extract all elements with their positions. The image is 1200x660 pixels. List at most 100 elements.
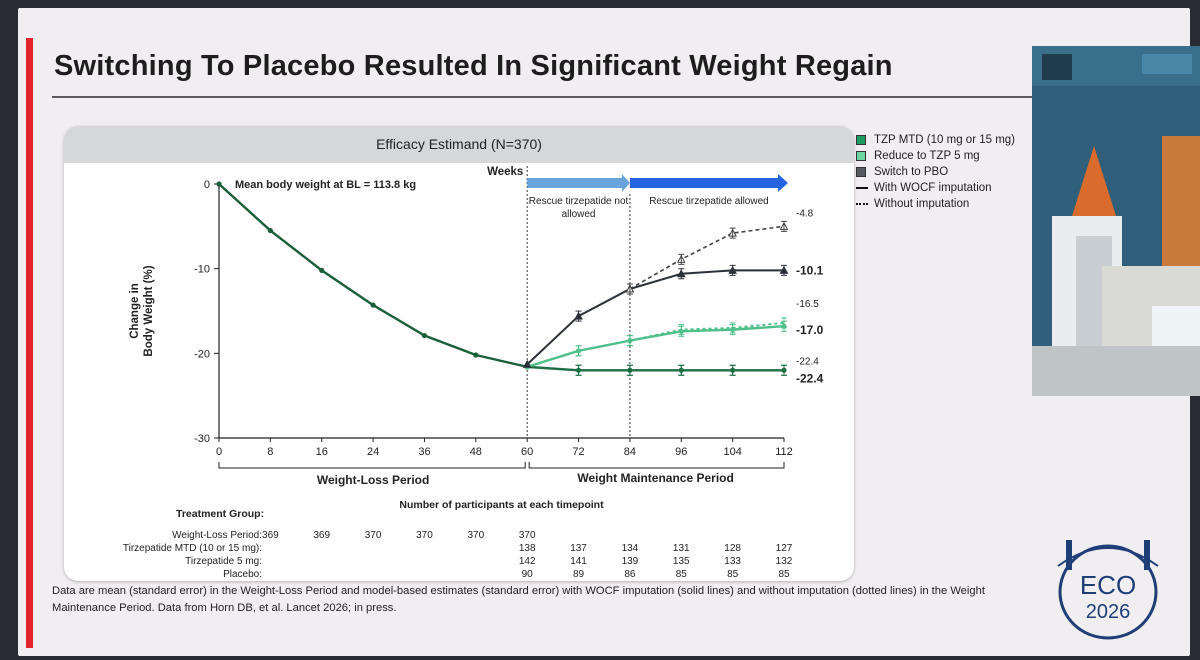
logo-year-text: 2026 — [1086, 601, 1131, 623]
legend-line-solid — [856, 187, 868, 189]
legend-label: Reduce to TZP 5 mg — [874, 150, 980, 162]
x-tick-label: 60 — [521, 446, 533, 458]
end-label-reduce_dotted: -16.5 — [796, 299, 819, 310]
treatment-group-label: Treatment Group: — [176, 508, 264, 520]
rescue-allowed-arrow — [629, 174, 788, 192]
data-point-weight_loss — [473, 352, 479, 358]
legend-item: With WOCF imputation — [856, 180, 1046, 196]
data-point-weight_loss — [370, 302, 376, 308]
logo-eco-text: ECO — [1080, 570, 1136, 600]
presentation-slide: Switching To Placebo Resulted In Signifi… — [18, 8, 1190, 656]
end-label-pbo_dotted: -4.8 — [796, 208, 814, 219]
participants-count: 90 — [522, 569, 534, 580]
end-label-mtd: -22.4 — [796, 371, 824, 385]
y-tick-label: -10 — [194, 264, 210, 276]
series-line-reduce — [526, 325, 785, 369]
x-tick-label: 72 — [572, 446, 584, 458]
weight-change-chart: 0 -10 -20 -30 0 8 16 24 36 48 60 72 84 96 104 112 Change… — [123, 166, 824, 580]
participants-count: 127 — [776, 543, 793, 554]
end-label-mtd_dotted: -22.4 — [796, 356, 819, 367]
participants-count: 369 — [313, 530, 330, 541]
x-tick-label: 36 — [418, 446, 430, 458]
title-divider — [52, 96, 1046, 98]
participants-count: 85 — [676, 569, 688, 580]
series-line-weight_loss — [218, 183, 528, 369]
x-tick-label: 104 — [723, 446, 741, 458]
x-tick-label: 16 — [316, 446, 328, 458]
rescue-allowed-label: Rescue tirzepatide allowed — [649, 196, 769, 207]
x-tick-label: 96 — [675, 446, 687, 458]
chart-panel: Efficacy Estimand (N=370) 0 -10 -20 -30 0 8 16… — [64, 126, 854, 581]
participants-count: 142 — [519, 556, 536, 567]
legend-item: Reduce to TZP 5 mg — [856, 148, 1046, 164]
participants-count: 128 — [724, 543, 741, 554]
legend-label: Switch to PBO — [874, 166, 949, 178]
footnote: Data are mean (standard error) in the We… — [52, 585, 985, 614]
x-tick-label: 8 — [267, 446, 273, 458]
participants-row-label: Placebo: — [223, 569, 262, 580]
participants-count: 85 — [727, 569, 739, 580]
maintenance-bracket — [528, 462, 785, 469]
participants-row-label: Tirzepatide MTD (10 or 15 mg): — [123, 543, 262, 554]
eco-2026-logo: ECO 2026 — [1057, 540, 1159, 640]
series-line-pbo_dotted — [629, 225, 785, 290]
rescue-not-allowed-arrow — [527, 174, 630, 192]
legend-item: TZP MTD (10 mg or 15 mg) — [856, 132, 1046, 148]
legend-swatch — [856, 151, 866, 161]
y-tick-label: 0 — [204, 179, 210, 191]
series-line-mtd_dotted — [527, 366, 784, 372]
legend-label: TZP MTD (10 mg or 15 mg) — [874, 134, 1016, 146]
participants-row-label: Tirzepatide 5 mg: — [185, 556, 262, 567]
period-label-weight-loss: Weight-Loss Period — [317, 473, 429, 487]
rescue-not-allowed-label-2: allowed — [562, 209, 596, 220]
participants-count: 369 — [262, 530, 279, 541]
baseline-annotation: Mean body weight at BL = 113.8 kg — [235, 179, 416, 191]
y-axis-label: Change in Body Weight (%) — [129, 265, 155, 356]
participants-count: 138 — [519, 543, 536, 554]
participants-row-label: Weight-Loss Period: — [172, 530, 262, 541]
series-line-pbo — [526, 269, 784, 366]
participants-count: 133 — [724, 556, 741, 567]
x-axis-label: Weeks — [487, 166, 523, 178]
data-point-weight_loss — [267, 227, 273, 234]
legend-line-dotted — [856, 203, 868, 205]
end-label-pbo: -10.1 — [796, 263, 824, 277]
x-tick-label: 0 — [216, 446, 222, 458]
participants-count: 89 — [573, 569, 585, 580]
y-tick-label: -20 — [194, 348, 210, 360]
participants-count: 135 — [673, 556, 690, 567]
chart-header: Efficacy Estimand (N=370) — [64, 126, 854, 163]
participants-count: 139 — [622, 556, 639, 567]
x-tick-label: 24 — [367, 446, 379, 458]
participants-count: 85 — [778, 569, 790, 580]
slide-title: Switching To Placebo Resulted In Signifi… — [54, 50, 893, 82]
end-label-reduce: -17.0 — [796, 323, 824, 337]
period-label-maintenance: Weight Maintenance Period — [577, 471, 733, 485]
participants-count: 141 — [570, 556, 587, 567]
y-tick-label: -30 — [194, 433, 210, 445]
participants-count: 131 — [673, 543, 690, 554]
series-line-reduce_dotted — [526, 321, 785, 368]
participants-count: 86 — [624, 569, 636, 580]
conference-photo — [1032, 46, 1200, 396]
legend-swatch — [856, 135, 866, 145]
chart-legend: TZP MTD (10 mg or 15 mg) Reduce to TZP 5 … — [856, 132, 1046, 212]
weight-loss-bracket — [218, 462, 526, 469]
participants-count: 370 — [365, 530, 382, 541]
legend-label: Without imputation — [874, 198, 970, 210]
data-point-weight_loss — [421, 332, 428, 339]
legend-swatch — [856, 167, 866, 177]
chart-title: Efficacy Estimand (N=370) — [376, 136, 542, 152]
participants-header: Number of participants at each timepoint — [399, 499, 604, 511]
x-tick-label: 84 — [624, 446, 636, 458]
participants-count: 370 — [467, 530, 484, 541]
data-point-pbo — [522, 359, 532, 368]
accent-bar — [26, 38, 33, 648]
participants-count: 134 — [622, 543, 639, 554]
data-point-weight_loss — [319, 267, 325, 273]
participants-count: 132 — [776, 556, 793, 567]
x-tick-label: 112 — [775, 446, 793, 458]
x-tick-label: 48 — [470, 446, 482, 458]
participants-count: 370 — [416, 530, 433, 541]
